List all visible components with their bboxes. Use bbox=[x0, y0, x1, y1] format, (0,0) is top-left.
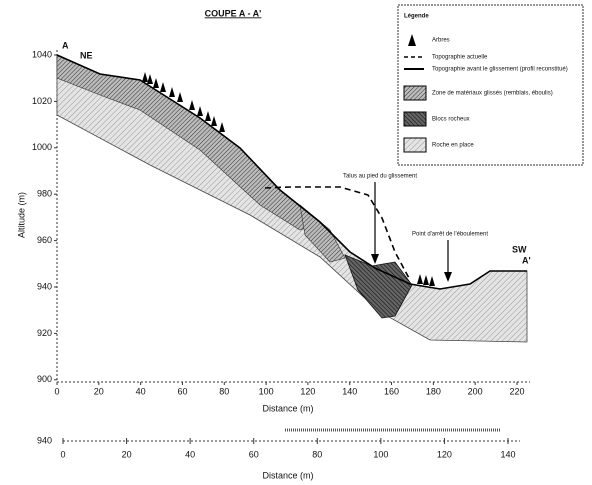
x-tick-label: 160 bbox=[384, 386, 399, 396]
legend-label: Roche en place bbox=[432, 143, 474, 149]
y-tick-label: 900 bbox=[37, 374, 52, 384]
x-tick-label: 60 bbox=[249, 449, 259, 459]
legend-symbol bbox=[404, 86, 426, 100]
x-tick-label: 140 bbox=[342, 386, 357, 396]
y-axis-title: Altitude (m) bbox=[16, 192, 26, 238]
tree bbox=[160, 82, 166, 92]
tree bbox=[189, 100, 195, 110]
arrowhead bbox=[371, 254, 379, 264]
x-tick-label: 120 bbox=[437, 449, 452, 459]
y-tick-label: 940 bbox=[37, 435, 52, 445]
tree bbox=[147, 74, 153, 84]
x-tick-label: 220 bbox=[509, 386, 524, 396]
legend-label: Arbres bbox=[432, 38, 450, 44]
y-tick-label: 920 bbox=[37, 328, 52, 338]
x-tick-label: 200 bbox=[468, 386, 483, 396]
x-tick-label: 180 bbox=[426, 386, 441, 396]
x-axis-title: Distance (m) bbox=[262, 470, 313, 480]
legend-title: Légende bbox=[404, 14, 429, 20]
x-tick-label: 40 bbox=[185, 449, 195, 459]
x-tick-label: 100 bbox=[373, 449, 388, 459]
tree bbox=[211, 116, 217, 126]
direction: SW bbox=[512, 244, 527, 254]
legend: Légende Arbres Topographie actuelle Topogr… bbox=[398, 5, 583, 165]
tree bbox=[417, 274, 423, 284]
y-tick-label: 1000 bbox=[32, 142, 52, 152]
tree bbox=[169, 87, 175, 97]
cross-section: COUPE A - A' Talus au pied du glissement… bbox=[0, 0, 592, 485]
x-tick-label: 120 bbox=[300, 386, 315, 396]
tree bbox=[423, 275, 429, 285]
direction: NE bbox=[80, 50, 93, 60]
tree bbox=[142, 72, 148, 82]
arrowhead bbox=[444, 272, 452, 282]
y-tick-label: 1020 bbox=[32, 96, 52, 106]
title: COUPE A - A' bbox=[205, 8, 262, 18]
annotation: Point d'arrêt de l'éboulement bbox=[412, 232, 488, 238]
y-tick-label: 980 bbox=[37, 189, 52, 199]
y-tick-label: 1040 bbox=[32, 49, 52, 59]
legend-symbol bbox=[404, 138, 426, 152]
section-end: A bbox=[62, 40, 69, 50]
x-tick-label: 140 bbox=[500, 449, 515, 459]
tree bbox=[197, 106, 203, 116]
legend-label: Zone de matériaux glissés (remblais, ébo… bbox=[432, 91, 553, 97]
x-axis-title: Distance (m) bbox=[262, 403, 313, 413]
tree bbox=[429, 276, 435, 286]
x-tick-label: 20 bbox=[94, 386, 104, 396]
x-tick-label: 60 bbox=[177, 386, 187, 396]
tree bbox=[177, 92, 183, 102]
x-tick-label: 80 bbox=[219, 386, 229, 396]
tree bbox=[205, 111, 211, 121]
annotation: Talus au pied du glissement bbox=[343, 174, 417, 180]
x-tick-label: 100 bbox=[259, 386, 274, 396]
x-tick-label: 20 bbox=[122, 449, 132, 459]
tree bbox=[219, 122, 225, 132]
slide-zone bbox=[57, 55, 320, 230]
legend-label: Topographie avant le glissement (profil … bbox=[432, 67, 568, 73]
x-tick-label: 40 bbox=[136, 386, 146, 396]
slide-zone bbox=[300, 205, 345, 262]
legend-label: Blocs rocheux bbox=[432, 117, 470, 123]
section-end: A' bbox=[522, 255, 531, 265]
legend-label: Topographie actuelle bbox=[432, 55, 488, 61]
y-tick-label: 940 bbox=[37, 281, 52, 291]
x-tick-label: 0 bbox=[60, 449, 65, 459]
x-tick-label: 80 bbox=[312, 449, 322, 459]
y-tick-label: 960 bbox=[37, 235, 52, 245]
tree bbox=[153, 78, 159, 88]
legend-symbol bbox=[404, 112, 426, 126]
x-tick-label: 0 bbox=[54, 386, 59, 396]
